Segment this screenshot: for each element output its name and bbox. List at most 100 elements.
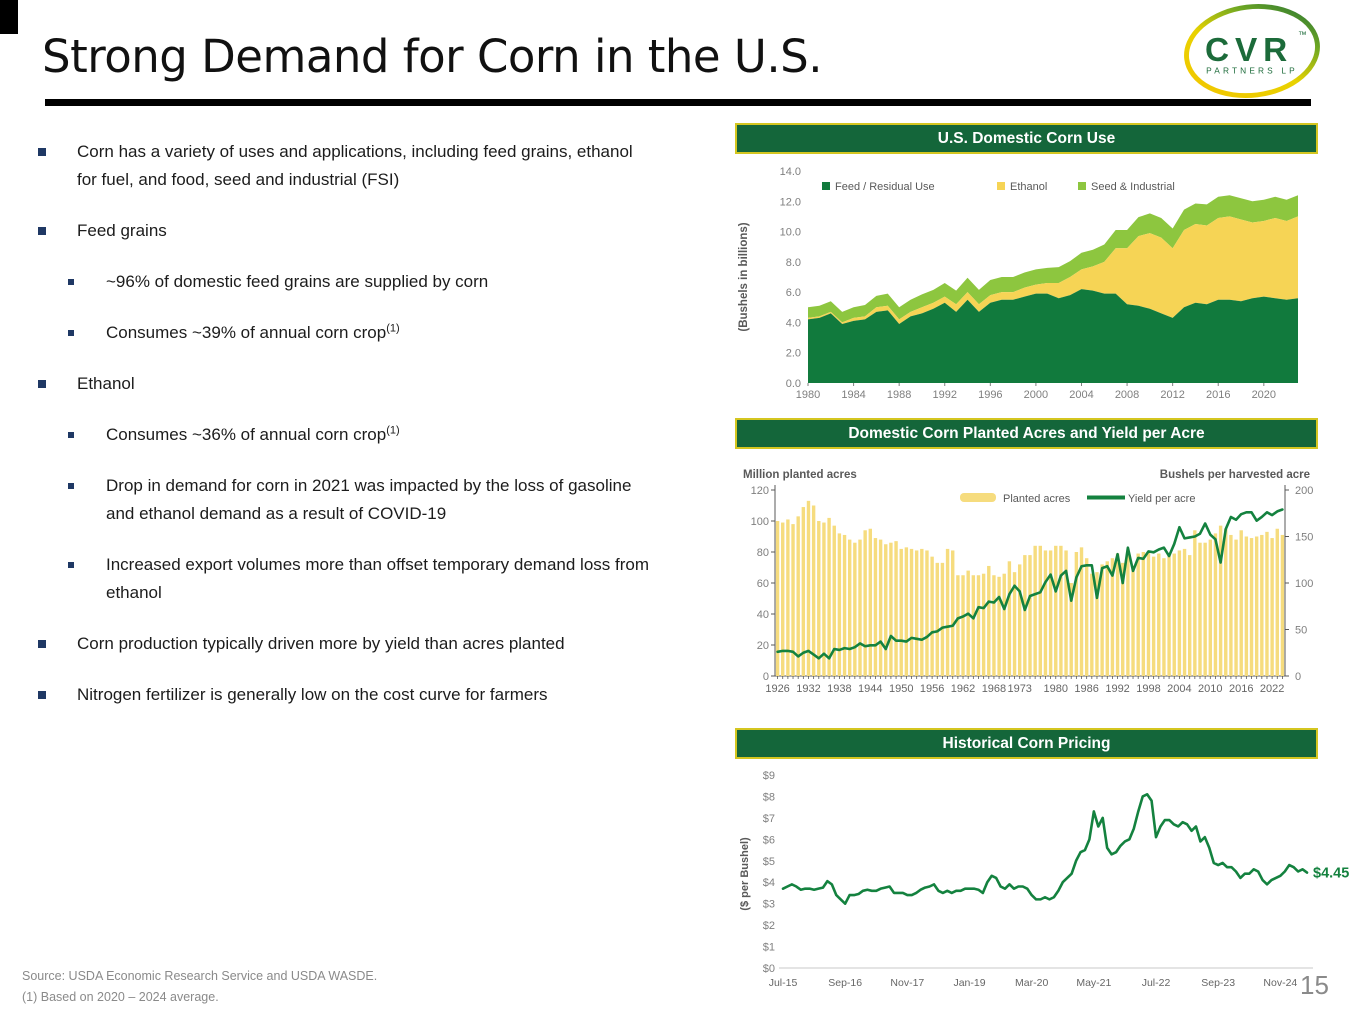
chart1-us-domestic-corn-use: 0.0 2.0 4.0 6.0 8.0 10.0 12.0 14.0 (Bushels in b… <box>738 166 1298 401</box>
bullet-item: Nitrogen fertilizer is generally low on … <box>30 681 690 709</box>
bullet-text: Nitrogen fertilizer is generally low on … <box>77 685 548 704</box>
bullet-item: Corn has a variety of uses and applicati… <box>30 138 690 194</box>
svg-text:May-21: May-21 <box>1076 977 1111 989</box>
svg-text:1986: 1986 <box>1074 683 1098 695</box>
svg-text:0: 0 <box>1295 671 1301 683</box>
cvr-partners-logo-icon: CVR ™ PARTNERS LP <box>1184 4 1320 99</box>
area-band-seed-industrial <box>808 195 1298 323</box>
svg-text:2016: 2016 <box>1229 683 1253 695</box>
corner-accent <box>0 0 18 34</box>
chart2-right-axis-title: Bushels per harvested acre <box>1159 469 1310 481</box>
svg-text:1932: 1932 <box>796 683 820 695</box>
svg-text:60: 60 <box>757 578 769 590</box>
svg-text:$4: $4 <box>763 877 775 889</box>
svg-text:Sep-16: Sep-16 <box>828 977 862 989</box>
svg-text:1980: 1980 <box>796 389 820 401</box>
svg-text:120: 120 <box>751 485 769 497</box>
svg-text:1926: 1926 <box>765 683 789 695</box>
svg-text:1938: 1938 <box>827 683 851 695</box>
bullet-item: ~96% of domestic feed grains are supplie… <box>30 268 690 296</box>
svg-text:0.0: 0.0 <box>786 378 801 390</box>
svg-text:2012: 2012 <box>1160 389 1184 401</box>
svg-text:$1: $1 <box>763 942 775 954</box>
svg-text:Seed & Industrial: Seed & Industrial <box>1091 181 1175 193</box>
svg-text:4.0: 4.0 <box>786 317 801 329</box>
svg-text:Feed / Residual Use: Feed / Residual Use <box>835 181 935 193</box>
logo-subbrand: PARTNERS LP <box>1206 66 1298 76</box>
bullet-square-icon <box>38 227 46 235</box>
svg-text:50: 50 <box>1295 625 1307 637</box>
svg-text:1984: 1984 <box>841 389 865 401</box>
svg-text:10.0: 10.0 <box>780 227 801 239</box>
svg-text:80: 80 <box>757 547 769 559</box>
footer: Source: USDA Economic Research Service a… <box>22 966 377 1008</box>
bullet-text: Increased export volumes more than offse… <box>106 555 649 602</box>
svg-text:Sep-23: Sep-23 <box>1201 977 1235 989</box>
svg-text:$6: $6 <box>763 834 775 846</box>
svg-text:Planted acres: Planted acres <box>1003 493 1071 505</box>
svg-text:6.0: 6.0 <box>786 287 801 299</box>
bullet-text: Corn has a variety of uses and applicati… <box>77 142 633 189</box>
yield-per-acre-line <box>776 508 1284 660</box>
svg-text:1980: 1980 <box>1044 683 1068 695</box>
chart3-title: Historical Corn Pricing <box>942 734 1111 752</box>
svg-text:1988: 1988 <box>887 389 911 401</box>
bullet-text: Consumes ~39% of annual corn crop(1) <box>106 322 400 342</box>
svg-text:2.0: 2.0 <box>786 348 801 360</box>
svg-text:200: 200 <box>1295 485 1313 497</box>
svg-text:1992: 1992 <box>1105 683 1129 695</box>
svg-text:$7: $7 <box>763 813 775 825</box>
title-underline <box>45 99 1311 106</box>
svg-text:1950: 1950 <box>889 683 913 695</box>
chart1-legend: Feed / Residual Use Ethanol Seed & Industr… <box>822 181 1175 193</box>
svg-text:Nov-17: Nov-17 <box>890 977 924 989</box>
svg-text:12.0: 12.0 <box>780 196 801 208</box>
svg-text:2004: 2004 <box>1069 389 1093 401</box>
svg-text:2010: 2010 <box>1198 683 1222 695</box>
bullet-item: Corn production typically driven more by… <box>30 630 690 658</box>
bullet-list: Corn has a variety of uses and applicati… <box>30 138 690 709</box>
svg-text:2022: 2022 <box>1260 683 1284 695</box>
logo-brand: CVR <box>1205 32 1293 69</box>
svg-text:1992: 1992 <box>933 389 957 401</box>
svg-text:$2: $2 <box>763 920 775 932</box>
svg-text:2020: 2020 <box>1252 389 1276 401</box>
planted-acres-bars <box>775 500 1285 676</box>
bullet-text: ~96% of domestic feed grains are supplie… <box>106 272 489 291</box>
bullet-square-icon <box>68 562 74 568</box>
bullet-item: Increased export volumes more than offse… <box>30 551 690 607</box>
chart1-header: U.S. Domestic Corn Use <box>735 123 1318 154</box>
chart2-planted-acres-and-yield: 0 20 40 60 80 100 120 0 50 100 150 200 1926 1932 1938 1… <box>751 485 1313 695</box>
svg-text:Jul-22: Jul-22 <box>1142 977 1171 989</box>
svg-text:40: 40 <box>757 609 769 621</box>
chart1-title: U.S. Domestic Corn Use <box>937 129 1116 147</box>
footnote-ref: (1) <box>386 322 400 335</box>
svg-text:$0: $0 <box>763 963 775 975</box>
bullet-item: Consumes ~36% of annual corn crop(1) <box>30 421 690 449</box>
svg-text:8.0: 8.0 <box>786 257 801 269</box>
svg-text:Yield per acre: Yield per acre <box>1128 493 1195 505</box>
bullet-square-icon <box>68 483 74 489</box>
svg-text:100: 100 <box>1295 578 1313 590</box>
svg-text:2000: 2000 <box>1024 389 1048 401</box>
svg-text:Ethanol: Ethanol <box>1010 181 1047 193</box>
svg-text:$8: $8 <box>763 791 775 803</box>
svg-text:1956: 1956 <box>920 683 944 695</box>
bullet-item: Drop in demand for corn in 2021 was impa… <box>30 472 690 528</box>
svg-text:1962: 1962 <box>951 683 975 695</box>
chart2-left-axis-title: Million planted acres <box>743 469 857 481</box>
corn-price-line <box>781 792 1309 905</box>
svg-text:1973: 1973 <box>1007 683 1031 695</box>
bullet-text: Feed grains <box>77 221 167 240</box>
bullet-square-icon <box>38 691 46 699</box>
bullet-item: Consumes ~39% of annual corn crop(1) <box>30 319 690 347</box>
bullet-text: Consumes ~36% of annual corn crop(1) <box>106 424 400 444</box>
svg-text:100: 100 <box>751 516 769 528</box>
bullet-square-icon <box>68 279 74 285</box>
svg-text:14.0: 14.0 <box>780 166 801 178</box>
bullet-item: Ethanol <box>30 370 690 398</box>
bullet-square-icon <box>68 432 74 438</box>
source-note: Source: USDA Economic Research Service a… <box>22 969 378 983</box>
chart2-header: Domestic Corn Planted Acres and Yield pe… <box>735 418 1318 449</box>
